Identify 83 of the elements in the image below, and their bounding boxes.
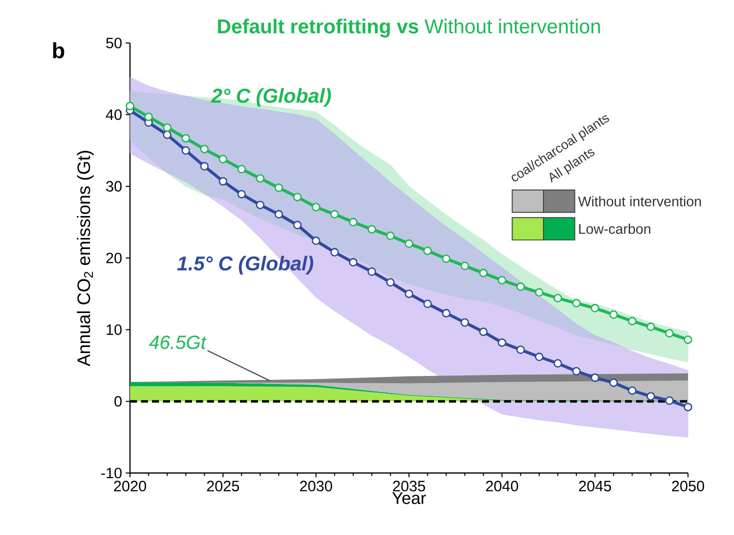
point: [665, 329, 674, 338]
y-tick-label: 0: [114, 396, 122, 407]
x-tick-label: 2025: [207, 480, 240, 492]
point: [162, 130, 172, 139]
x-tick-label: 2035: [393, 480, 426, 492]
point: [646, 322, 656, 332]
x-tick-label: 2020: [114, 480, 146, 492]
y-tick-label: -10: [101, 468, 122, 478]
legend-label: Low-carbon: [579, 224, 650, 234]
y-tick-label: 40: [106, 109, 122, 120]
point: [237, 164, 246, 174]
x-axis-title: Year: [392, 492, 426, 504]
point: [274, 184, 284, 192]
y-tick-label: 30: [106, 181, 122, 192]
point: [256, 174, 264, 183]
point: [218, 154, 228, 164]
point: [293, 192, 302, 202]
point: [684, 402, 692, 412]
point: [628, 316, 636, 326]
point: [554, 294, 562, 302]
point: [646, 392, 656, 401]
point: [665, 396, 674, 405]
point: [386, 232, 395, 240]
point: [274, 210, 284, 219]
point: [312, 202, 320, 212]
series-label: 1.5° C (Global): [177, 256, 314, 274]
chart-title: Default retrofitting vs Without intervention: [218, 18, 600, 38]
point: [498, 276, 506, 284]
legend-label: Without intervention: [578, 196, 701, 206]
point: [200, 144, 209, 154]
point: [182, 146, 190, 155]
point: [590, 304, 600, 312]
series-label: 2° C (Global): [210, 88, 331, 107]
point: [684, 335, 692, 344]
point: [368, 225, 376, 234]
point: [423, 246, 432, 256]
x-tick-label: 2045: [579, 480, 612, 492]
y-tick-label: 20: [106, 252, 122, 264]
point: [498, 338, 506, 347]
point: [479, 328, 488, 336]
x-tick-label: 2050: [672, 480, 704, 492]
point: [404, 239, 414, 248]
point: [590, 373, 600, 382]
point: [162, 123, 172, 132]
y-axis-title: Annual CO$_{2}$ emissions (Gt): [76, 150, 94, 366]
point: [479, 268, 488, 278]
point: [534, 288, 544, 297]
point: [516, 282, 525, 291]
text: b: [53, 42, 64, 58]
x-tick-label: 2030: [300, 480, 332, 492]
point: [256, 200, 264, 210]
y-tick-label: 10: [106, 324, 122, 335]
point: [423, 300, 432, 308]
point: [460, 262, 470, 270]
point: [348, 218, 358, 226]
point: [218, 177, 228, 186]
point: [330, 210, 339, 219]
point: [126, 102, 134, 110]
point: [368, 267, 376, 276]
point: [628, 386, 636, 395]
point: [348, 258, 358, 267]
point: [442, 254, 450, 263]
point: [182, 134, 190, 143]
point: [442, 308, 450, 318]
y-tick-label: 50: [106, 38, 122, 48]
x-tick-label: 2040: [486, 480, 518, 492]
annotation: 46.5Gt: [149, 336, 207, 350]
point: [572, 298, 581, 308]
point: [572, 366, 581, 376]
point: [386, 278, 395, 287]
point: [609, 378, 618, 387]
point: [312, 236, 320, 246]
point: [237, 190, 246, 198]
point: [554, 359, 562, 368]
point: [144, 112, 153, 122]
point: [293, 220, 302, 230]
point: [404, 290, 414, 298]
point: [200, 162, 209, 171]
point: [609, 310, 618, 319]
point: [460, 318, 470, 327]
point: [534, 352, 544, 362]
point: [330, 248, 339, 257]
point: [516, 345, 525, 354]
